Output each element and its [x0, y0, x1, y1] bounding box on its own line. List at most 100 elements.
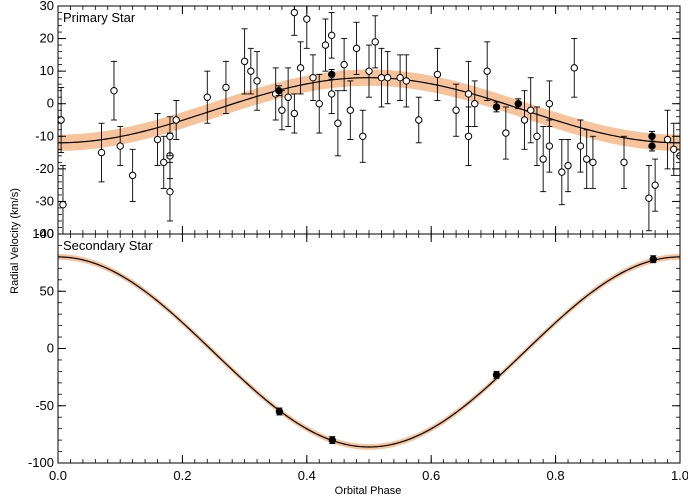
- open-data-point: [153, 135, 162, 144]
- open-data-point: [172, 116, 180, 124]
- panel-title: Secondary Star: [63, 238, 153, 253]
- open-data-point: [433, 70, 442, 79]
- open-data-point: [651, 181, 659, 189]
- x-tick-label: 0.2: [173, 468, 191, 483]
- open-data-point: [203, 93, 211, 101]
- open-data-point: [576, 142, 585, 150]
- open-data-point: [352, 44, 361, 53]
- open-data-point: [321, 41, 330, 49]
- open-data-point: [365, 67, 373, 75]
- open-data-point: [402, 77, 411, 85]
- open-data-point: [558, 168, 566, 176]
- panel-frame: [57, 233, 681, 464]
- open-data-point: [545, 100, 554, 108]
- y-tick-label: -30: [35, 193, 54, 208]
- open-data-point: [533, 132, 541, 140]
- open-data-point: [415, 116, 423, 124]
- panel-1: -40 -30 -20 -10 0 10 20 30 Primary Star: [35, 0, 681, 241]
- open-data-point: [520, 116, 529, 124]
- plot-area: [58, 254, 680, 450]
- open-data-point: [583, 155, 591, 163]
- filled-data-point: [327, 70, 336, 79]
- open-data-point: [452, 106, 460, 114]
- open-data-point: [290, 109, 299, 118]
- open-data-point: [527, 106, 535, 114]
- open-data-point: [377, 73, 386, 82]
- y-tick-label: -20: [35, 161, 54, 176]
- open-data-point: [166, 132, 174, 140]
- panel-2: -100 -50 0 50 100 Secondary Star: [28, 226, 681, 470]
- open-data-point: [359, 132, 367, 140]
- panel-frame: [57, 5, 681, 235]
- open-data-point: [620, 158, 628, 167]
- open-data-point: [296, 64, 305, 72]
- open-data-point: [97, 148, 106, 157]
- panel-title: Primary Star: [63, 10, 136, 25]
- open-data-point: [545, 142, 554, 150]
- open-data-point: [253, 77, 261, 85]
- open-data-point: [327, 90, 336, 98]
- filled-data-point: [514, 100, 522, 108]
- open-data-point: [247, 67, 255, 75]
- open-data-point: [371, 38, 379, 46]
- filled-data-point: [648, 142, 656, 150]
- y-tick-label: 10: [40, 63, 54, 78]
- y-tick-label: -50: [35, 398, 54, 413]
- filled-data-point: [648, 132, 656, 140]
- open-data-point: [315, 100, 323, 108]
- model-uncertainty-band: [58, 254, 680, 450]
- open-data-point: [464, 132, 473, 140]
- open-data-point: [663, 135, 672, 144]
- x-tick-label: 0.4: [298, 468, 316, 483]
- open-data-point: [502, 129, 510, 137]
- x-axis-label: Orbital Phase: [335, 485, 402, 497]
- open-data-point: [160, 158, 168, 167]
- filled-data-point: [492, 103, 501, 111]
- y-axis-label: Radial Velocity (km/s): [9, 188, 21, 294]
- y-tick-label: 100: [32, 226, 54, 241]
- open-data-point: [110, 86, 118, 95]
- open-data-point: [340, 60, 348, 69]
- y-tick-label: -100: [28, 455, 54, 470]
- open-data-point: [589, 158, 597, 167]
- open-data-point: [309, 73, 317, 82]
- open-data-point: [346, 106, 355, 114]
- filled-data-point: [275, 407, 284, 416]
- open-data-point: [284, 93, 292, 101]
- x-tick-label: 1.0: [671, 468, 688, 483]
- y-tick-label: 50: [40, 283, 54, 298]
- open-data-point: [564, 161, 572, 170]
- open-data-point: [303, 15, 311, 23]
- filled-data-point: [275, 86, 283, 95]
- open-data-point: [645, 194, 653, 202]
- open-data-point: [278, 106, 286, 114]
- y-tick-label: 0: [47, 341, 54, 356]
- open-data-point: [483, 67, 491, 75]
- open-data-point: [396, 73, 404, 82]
- open-data-point: [539, 155, 547, 163]
- open-data-point: [166, 187, 174, 196]
- open-data-point: [128, 171, 137, 180]
- open-data-point: [240, 57, 249, 66]
- open-data-point: [58, 116, 65, 124]
- model-curve: [58, 256, 680, 448]
- y-tick-label: 20: [40, 31, 54, 46]
- open-data-point: [334, 119, 342, 127]
- open-data-point: [471, 100, 479, 108]
- open-data-point: [290, 8, 299, 17]
- x-tick-label: 0.8: [547, 468, 565, 483]
- open-data-point: [59, 200, 67, 209]
- y-tick-label: -40: [35, 226, 54, 241]
- filled-data-point: [492, 371, 501, 379]
- filled-data-point: [328, 436, 337, 444]
- x-tick-label: 0.0: [49, 468, 67, 483]
- open-data-point: [383, 73, 392, 82]
- open-data-point: [327, 31, 336, 40]
- plot-area: [58, 6, 680, 234]
- open-data-point: [222, 83, 230, 92]
- y-tick-label: 30: [40, 0, 54, 13]
- open-data-point: [116, 142, 124, 150]
- y-tick-label: -10: [35, 128, 54, 143]
- filled-data-point: [649, 255, 657, 263]
